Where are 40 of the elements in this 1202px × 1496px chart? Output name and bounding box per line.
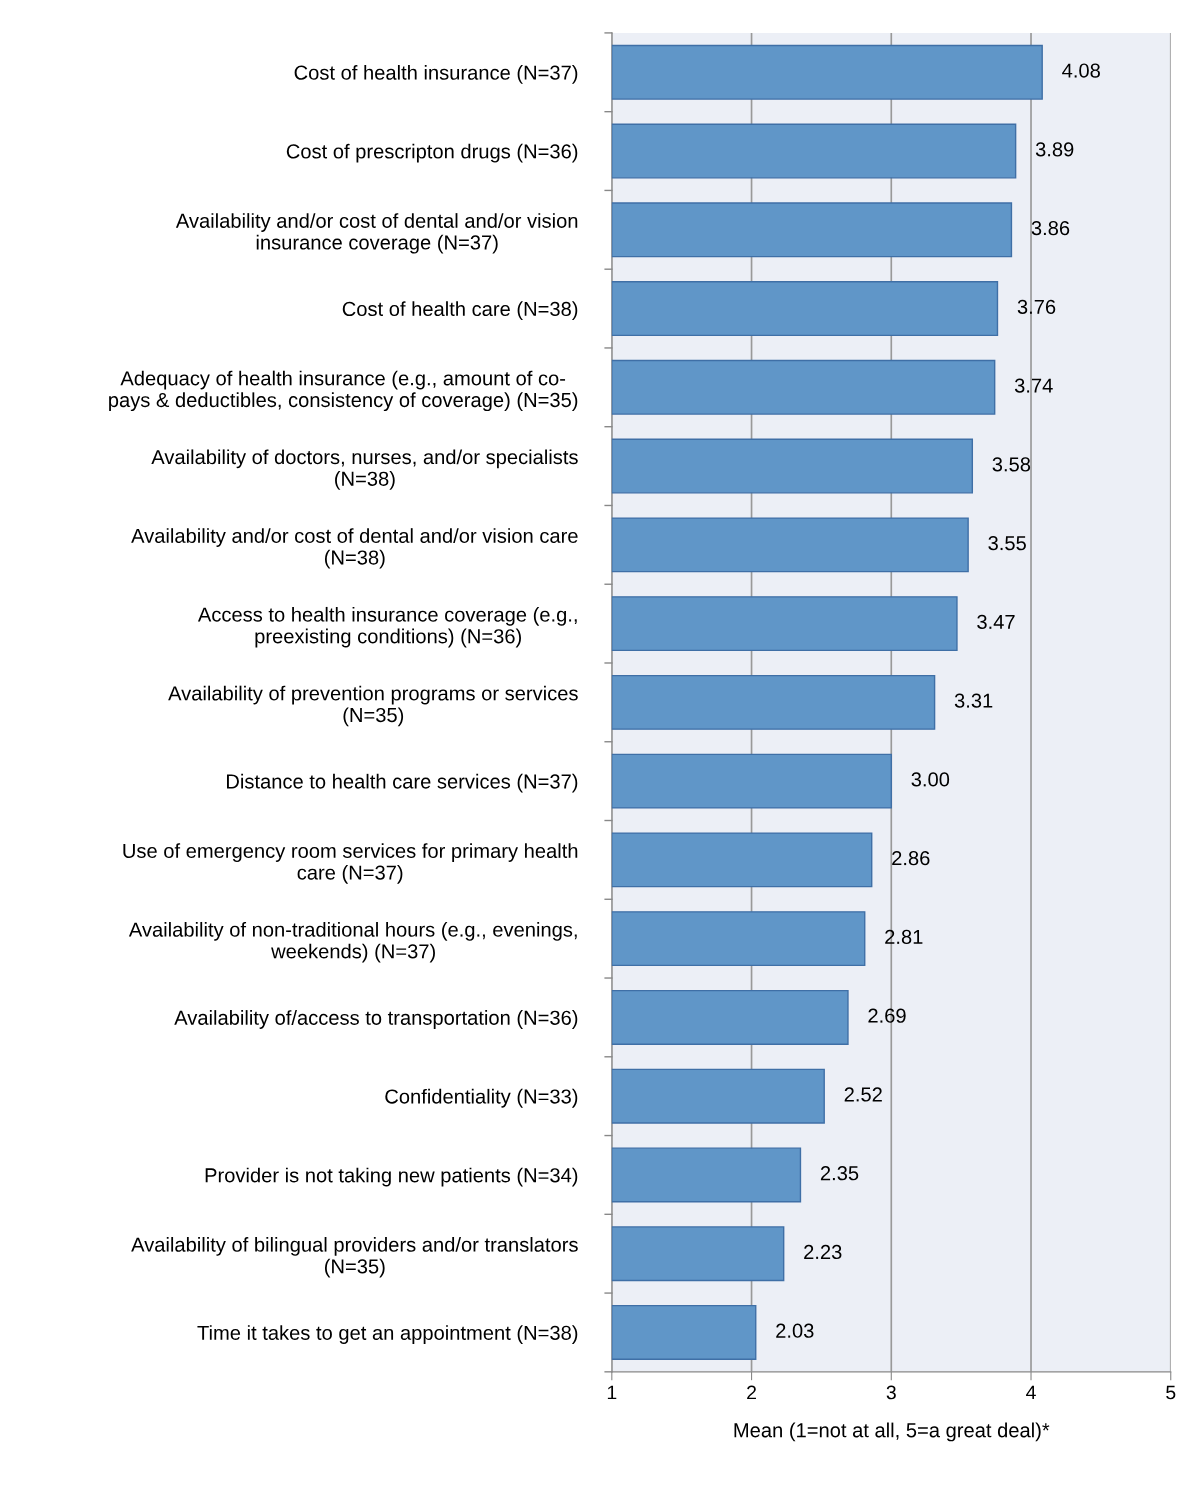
y-tick-label: Confidentiality (N=33) xyxy=(385,1088,578,1108)
x-tick-label: 2 xyxy=(747,1385,756,1400)
data-label: 3.86 xyxy=(1031,220,1070,236)
x-tick-label: 1 xyxy=(607,1385,617,1400)
data-label: 2.81 xyxy=(885,929,923,945)
y-tick-label: Time it takes to get an appointment (N=38) xyxy=(197,1325,578,1344)
y-tick-label: Use of emergency room services for primary health care (N=37) xyxy=(123,843,578,884)
y-tick-label: Availability of doctors, nurses, and/or specialists (N=38) xyxy=(151,449,578,490)
y-tick-label: Availability of bilingual providers and/or translators (N=35) xyxy=(131,1237,578,1278)
data-label: 2.69 xyxy=(868,1008,906,1023)
data-label: 2.23 xyxy=(804,1244,842,1260)
y-tick-label: Distance to health care services (N=37) xyxy=(227,773,578,793)
y-tick-label: Provider is not taking new patients (N=34) xyxy=(205,1167,578,1187)
x-axis-title: Mean (1=not at all, 5=a great deal)* xyxy=(734,1422,1050,1442)
x-tick-label: 3 xyxy=(886,1385,896,1400)
data-label: 3.31 xyxy=(954,693,993,708)
data-label: 3.89 xyxy=(1035,142,1074,157)
data-label: 4.08 xyxy=(1062,63,1100,78)
data-label: 2.52 xyxy=(844,1087,882,1102)
y-tick-label: Availability of non-traditional hours (e.g., evenings, weekends) (N=37) xyxy=(128,921,577,963)
y-tick-label: Availability and/or cost of dental and/or vision insurance coverage (N=37) xyxy=(175,213,578,254)
y-tick-label: Availability of/access to transportation (N=36) xyxy=(174,1010,578,1029)
y-tick-label: Access to health insurance coverage (e.g., preexisting conditions) (N=36) xyxy=(197,606,577,648)
data-label: 2.03 xyxy=(776,1323,814,1338)
data-label: 3.74 xyxy=(1014,378,1053,393)
data-label: 2.35 xyxy=(820,1166,859,1181)
data-label: 3.47 xyxy=(977,614,1015,630)
y-tick-label: Availability and/or cost of dental and/or vision care (N=38) xyxy=(131,528,578,569)
y-tick-label: Availability of prevention programs or services (N=35) xyxy=(168,685,578,727)
y-tick-label: Cost of health insurance (N=37) xyxy=(294,64,578,84)
data-label: 3.76 xyxy=(1017,299,1056,314)
data-label: 3.00 xyxy=(911,772,950,787)
y-tick-label: Adequacy of health insurance (e.g., amount of co- pays & deductibles, consistency of coverage) (N=35) xyxy=(109,370,578,412)
x-tick-label: 5 xyxy=(1166,1385,1176,1400)
data-label: 3.55 xyxy=(988,536,1026,551)
data-label: 3.58 xyxy=(992,457,1031,472)
y-tick-label: Cost of health care (N=38) xyxy=(342,301,578,321)
data-label: 2.86 xyxy=(892,851,930,866)
y-tick-label: Cost of prescripton drugs (N=36) xyxy=(286,143,578,163)
x-tick-label: 4 xyxy=(1026,1385,1036,1400)
